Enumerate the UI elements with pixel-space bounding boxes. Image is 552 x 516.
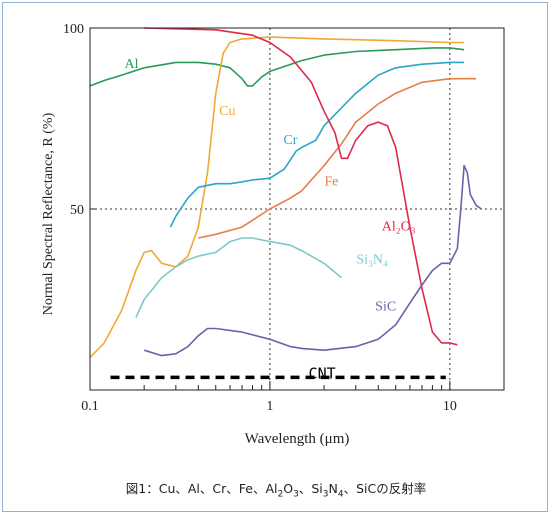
series-lines	[89, 27, 482, 358]
caption-part-5: 3	[322, 489, 329, 500]
axis-ticks: 0.1 1 10 50 100	[63, 22, 457, 414]
x-tick-label-0: 0.1	[81, 399, 99, 414]
caption-part-0: 図1：Cu、Al、Cr、Fe、Al	[125, 481, 278, 496]
series-line-1	[89, 36, 465, 358]
curve-labels: Al Cu Cr Fe Al₂O₃ Si₃N₄ SiC	[124, 57, 415, 315]
x-tick-label-1: 1	[266, 399, 273, 414]
series-line-5	[135, 237, 343, 318]
series-line-4	[144, 27, 458, 346]
caption-part-3: 3	[293, 489, 299, 500]
curve-label-1: Cu	[219, 104, 235, 119]
curve-label-3: Fe	[325, 174, 339, 189]
curve-label-2: Cr	[283, 133, 297, 148]
caption-part-6: N	[328, 481, 338, 496]
curve-label-6: SiC	[375, 299, 396, 314]
curve-label-5: Si₃N₄	[356, 252, 388, 267]
reflectance-chart: CNT 0.1 1 10 50 100 Al Cu Cr Fe Al₂O₃ Si₃N₄ SiC Wa…	[41, 22, 505, 447]
y-tick-label-1: 100	[63, 22, 84, 37]
series-line-0	[89, 47, 465, 87]
caption-part-4: 、Si	[298, 481, 323, 496]
series-line-3	[198, 77, 477, 239]
curve-label-0: Al	[124, 57, 138, 72]
caption-part-7: 4	[337, 489, 344, 500]
cnt-label: CNT	[309, 364, 336, 382]
figure-caption: 図1：Cu、Al、Cr、Fe、Al2O3、Si3N4、SiCの反射率	[0, 478, 552, 500]
cnt-annotation: CNT	[110, 364, 446, 382]
x-tick-label-2: 10	[443, 399, 457, 414]
caption-part-1: 2	[277, 489, 284, 500]
series-line-6	[143, 164, 482, 357]
x-axis-label: Wavelength (μm)	[245, 431, 350, 447]
curve-label-4: Al₂O₃	[382, 220, 416, 235]
caption-part-8: 、SiCの反射率	[343, 481, 427, 496]
y-tick-label-0: 50	[70, 203, 84, 218]
figure-frame	[2, 2, 548, 512]
grid-lines	[90, 28, 504, 390]
series-line-2	[169, 61, 465, 228]
y-axis-label: Normal Spectral Reflectance, R (%)	[41, 112, 56, 315]
caption-part-2: O	[283, 481, 294, 496]
